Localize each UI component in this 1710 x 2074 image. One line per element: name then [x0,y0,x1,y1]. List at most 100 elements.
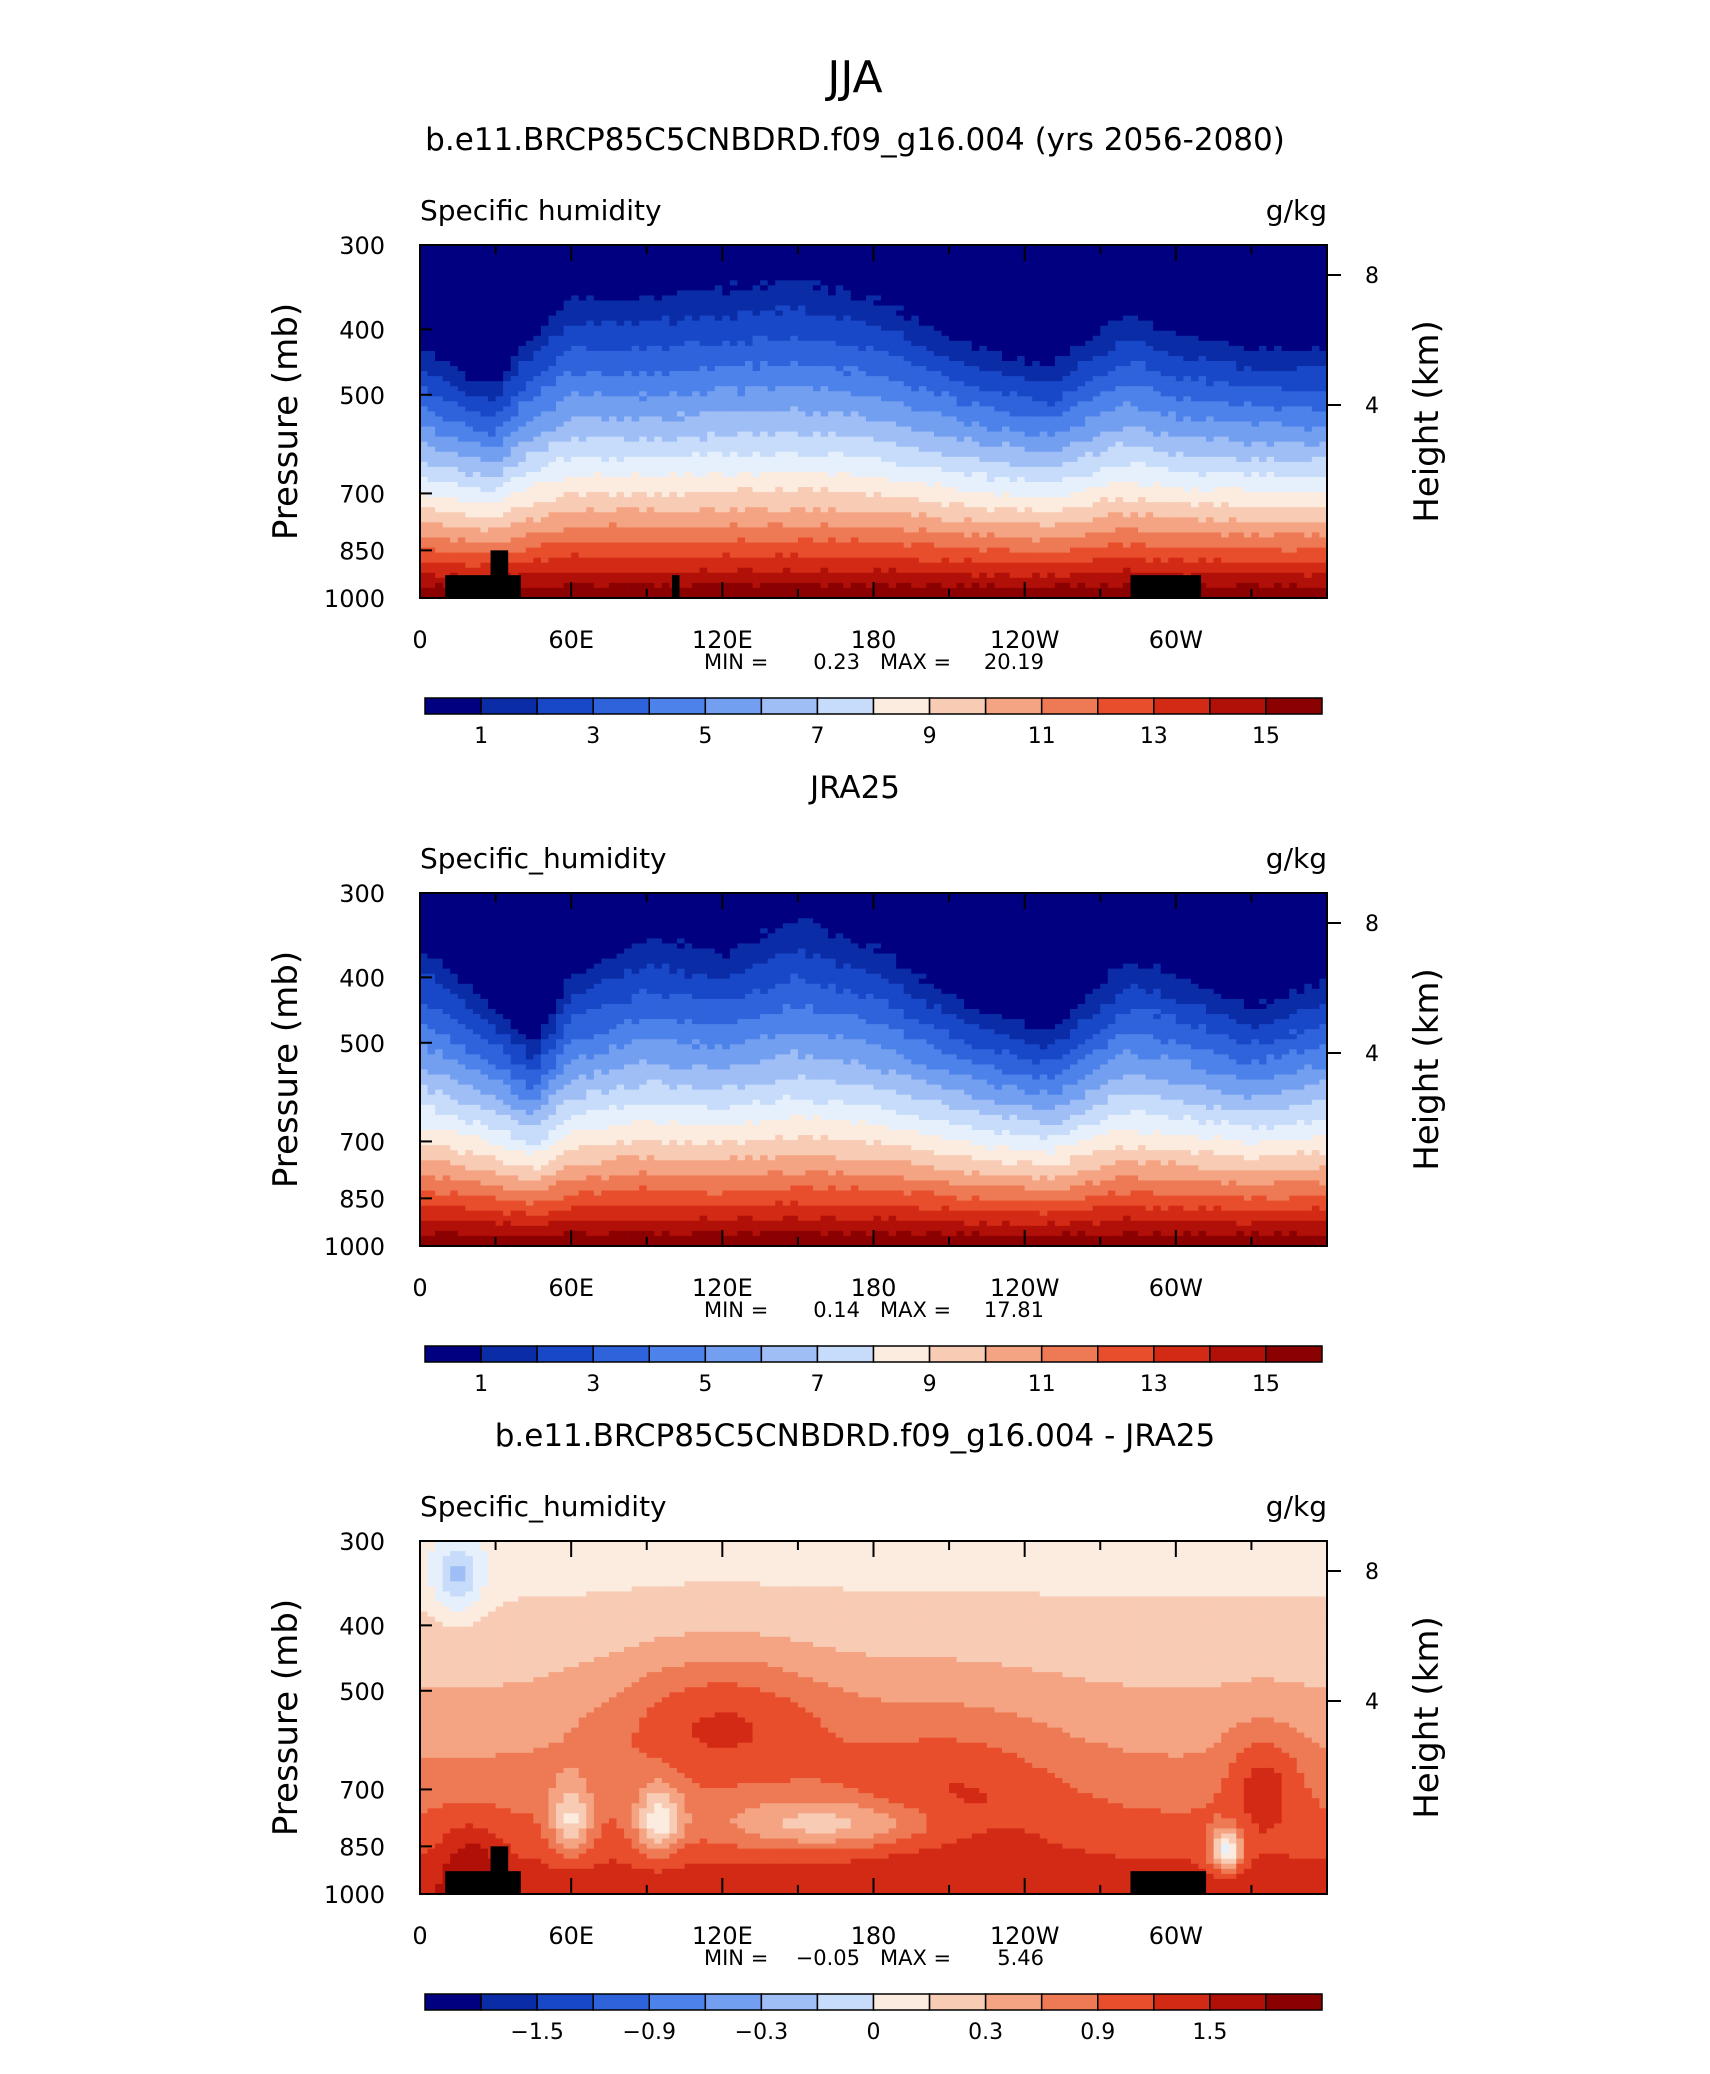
contour-cell [495,522,504,528]
contour-cell [533,587,542,594]
contour-cell [518,562,527,569]
contour-cell [828,482,837,488]
contour-cell [926,537,935,544]
contour-cell [722,461,731,468]
contour-cell [571,572,580,579]
contour-cell [540,360,550,367]
contour-cell [941,260,950,266]
contour-cell [488,426,497,433]
contour-cell [813,476,822,483]
contour-cell [926,376,935,382]
contour-cell [896,411,905,418]
contour-cell [465,411,474,418]
contour-cell [442,492,451,498]
contour-cell [760,310,769,317]
contour-cell [435,416,444,423]
contour-cell [548,255,557,261]
contour-cell [495,512,504,518]
contour-cell [926,371,935,377]
contour-cell [661,532,671,539]
contour-cell [903,381,912,387]
contour-cell [442,502,451,508]
contour-cell [435,401,444,407]
contour-cell [865,421,875,428]
contour-cell [858,456,867,463]
contour-cell [480,552,489,559]
contour-cell [722,300,731,307]
contour-cell [518,532,527,539]
contour-cell [639,426,648,433]
contour-cell [548,411,557,418]
contour-cell [601,416,610,423]
contour-cell [639,572,648,579]
contour-cell [593,552,602,559]
contour-cell [729,360,739,367]
contour-cell [525,396,534,402]
contour-cell [745,366,754,372]
contour-cell [571,305,580,312]
contour-cell [850,466,859,473]
contour-cell [556,587,565,594]
contour-cell [752,250,761,256]
contour-cell [556,542,565,549]
contour-cell [797,461,807,468]
contour-cell [503,360,512,367]
contour-cell [918,255,928,261]
contour-cell [639,411,648,418]
contour-cell [420,562,429,569]
contour-cell [881,582,890,589]
contour-cell [442,340,451,347]
contour-cell [752,305,761,312]
contour-cell [790,552,799,559]
contour-cell [518,482,527,488]
contour-cell [729,592,739,599]
contour-cell [495,300,504,307]
contour-cell [533,512,542,518]
contour-cell [933,482,943,488]
contour-cell [601,577,610,584]
contour-cell [631,582,640,589]
contour-cell [918,517,928,523]
contour-cell [760,587,769,594]
contour-cell [525,285,534,291]
contour-cell [624,577,633,584]
contour-cell [745,487,754,493]
contour-cell [933,451,943,458]
contour-cell [540,461,550,468]
contour-cell [911,487,920,493]
contour-cell [873,371,882,377]
contour-cell [442,366,451,372]
contour-cell [563,446,572,453]
contour-cell [790,245,799,251]
contour-cell [661,381,671,387]
contour-cell [548,270,557,276]
contour-cell [707,285,716,291]
contour-cell [745,310,754,317]
contour-cell [563,366,572,372]
contour-cell [729,315,739,322]
contour-cell [835,502,844,508]
contour-cell [843,557,852,564]
contour-cell [540,456,550,463]
contour-cell [782,577,791,584]
contour-cell [737,366,746,372]
contour-cell [593,577,602,584]
contour-cell [888,492,897,498]
contour-cell [745,567,754,574]
contour-cell [775,466,784,473]
contour-cell [782,371,791,377]
contour-cell [911,406,920,413]
contour-cell [540,396,550,402]
contour-cell [578,431,587,438]
contour-cell [420,320,429,327]
contour-cell [790,250,799,256]
contour-cell [480,386,489,392]
contour-cell [616,582,625,589]
contour-cell [881,426,890,433]
contour-cell [729,461,739,468]
contour-cell [843,300,852,307]
contour-cell [820,572,829,579]
contour-cell [427,587,436,594]
contour-cell [616,371,625,377]
contour-cell [926,436,935,443]
